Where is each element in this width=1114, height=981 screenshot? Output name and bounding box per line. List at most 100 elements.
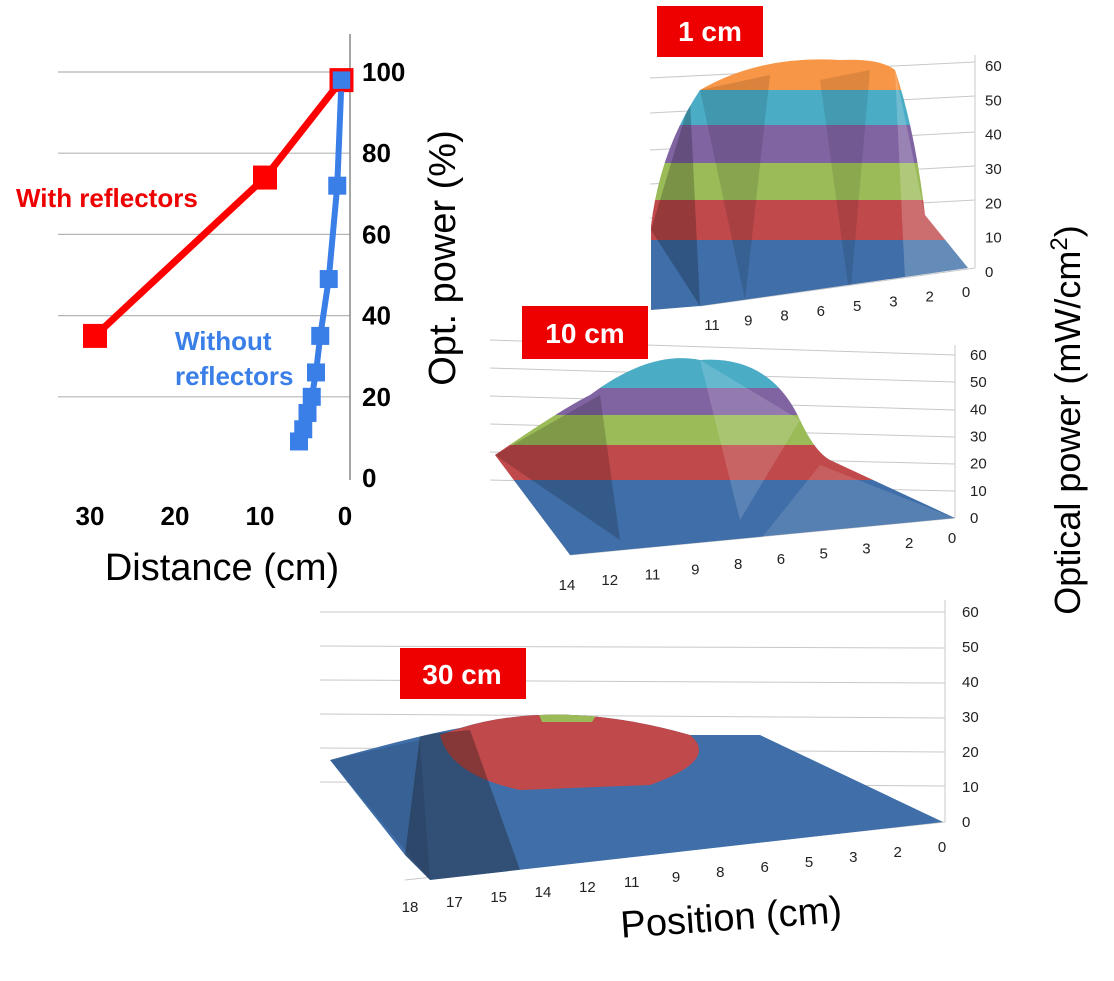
z-tick-50: 50 bbox=[970, 374, 987, 391]
surface-3-body bbox=[330, 714, 943, 880]
surface-3-z-ticks: 0 10 20 30 40 50 60 bbox=[962, 604, 979, 831]
data-point-without-reflectors bbox=[298, 404, 317, 423]
z-tick-60: 60 bbox=[970, 347, 987, 364]
surface-2-z-ticks: 0 10 20 30 40 50 60 bbox=[970, 347, 987, 527]
z-tick-0: 0 bbox=[985, 264, 993, 281]
x-tick-6: 6 bbox=[760, 859, 768, 876]
x-tick-18: 18 bbox=[402, 899, 419, 916]
x-tick-3: 3 bbox=[889, 293, 897, 310]
x-tick-labels: 30 20 10 0 bbox=[76, 501, 353, 531]
x-tick-11: 11 bbox=[704, 317, 720, 334]
z-tick-0: 0 bbox=[962, 814, 970, 831]
surface-1-body bbox=[651, 59, 968, 310]
series-line-without-reflectors bbox=[296, 79, 345, 443]
surface-2-body bbox=[495, 358, 955, 555]
x-tick-5: 5 bbox=[805, 854, 813, 871]
x-tick-8: 8 bbox=[734, 556, 742, 573]
data-point-overlap-outline bbox=[330, 68, 353, 92]
x-tick-8: 8 bbox=[716, 864, 724, 881]
x-tick-30: 30 bbox=[76, 501, 105, 531]
x-tick-3: 3 bbox=[862, 540, 870, 557]
y-tick-labels: 0 20 40 60 80 100 bbox=[362, 57, 405, 493]
y-tick-40: 40 bbox=[362, 301, 391, 331]
y-tick-60: 60 bbox=[362, 219, 391, 249]
badge-1cm bbox=[657, 6, 763, 57]
y-tick-100: 100 bbox=[362, 57, 405, 87]
z-tick-10: 10 bbox=[970, 483, 987, 500]
z-tick-60: 60 bbox=[962, 604, 979, 621]
legend-label-without-reflectors: Without reflectors bbox=[175, 326, 294, 391]
x-tick-11: 11 bbox=[645, 567, 661, 584]
surface-3-x-ticks: 18 17 15 14 12 11 9 8 6 5 3 2 0 bbox=[402, 839, 947, 916]
data-point-without-reflectors bbox=[319, 270, 338, 289]
x-tick-6: 6 bbox=[817, 303, 825, 320]
z-tick-20: 20 bbox=[985, 195, 1002, 212]
x-tick-0: 0 bbox=[962, 284, 970, 301]
x-tick-17: 17 bbox=[446, 894, 463, 911]
legend-label-with-reflectors: With reflectors bbox=[16, 183, 198, 213]
data-point-without-reflectors bbox=[302, 387, 321, 406]
z-tick-50: 50 bbox=[985, 92, 1002, 109]
line-chart-series bbox=[83, 68, 354, 451]
z-tick-30: 30 bbox=[962, 709, 979, 726]
z-tick-20: 20 bbox=[970, 456, 987, 473]
x-tick-9: 9 bbox=[691, 561, 699, 578]
z-tick-60: 60 bbox=[985, 58, 1002, 75]
x-tick-3: 3 bbox=[849, 849, 857, 866]
x-tick-5: 5 bbox=[853, 298, 861, 315]
x-tick-15: 15 bbox=[490, 889, 507, 906]
z-tick-10: 10 bbox=[985, 230, 1002, 247]
x-tick-9: 9 bbox=[744, 312, 752, 329]
x-tick-0: 0 bbox=[338, 501, 352, 531]
position-axis-title: Position (cm) bbox=[619, 889, 843, 946]
x-axis-title: Distance (cm) bbox=[105, 547, 339, 589]
x-tick-11: 11 bbox=[624, 874, 640, 891]
optical-power-axis-title: Optical power (mW/cm2) bbox=[1046, 225, 1089, 614]
x-tick-5: 5 bbox=[819, 546, 827, 563]
z-tick-30: 30 bbox=[985, 161, 1002, 178]
y-tick-80: 80 bbox=[362, 138, 391, 168]
z-tick-50: 50 bbox=[962, 639, 979, 656]
data-point-without-reflectors bbox=[290, 432, 308, 451]
z-tick-40: 40 bbox=[985, 127, 1002, 144]
data-point-without-reflectors bbox=[332, 71, 351, 90]
x-tick-14: 14 bbox=[559, 577, 576, 594]
x-tick-6: 6 bbox=[777, 551, 785, 568]
x-tick-2: 2 bbox=[926, 289, 934, 306]
x-tick-2: 2 bbox=[905, 535, 913, 552]
z-tick-0: 0 bbox=[970, 510, 978, 527]
z-tick-20: 20 bbox=[962, 744, 979, 761]
z-tick-30: 30 bbox=[970, 429, 987, 446]
z-tick-40: 40 bbox=[970, 401, 987, 418]
y-tick-20: 20 bbox=[362, 382, 391, 412]
surface-1-x-ticks: 11 9 8 6 5 3 2 0 bbox=[704, 284, 970, 334]
data-point-with-reflectors bbox=[253, 165, 277, 190]
y-axis-title: Opt. power (%) bbox=[422, 130, 464, 386]
x-tick-2: 2 bbox=[893, 844, 901, 861]
surface-2-x-ticks: 14 12 11 9 8 6 5 3 2 0 bbox=[559, 530, 957, 594]
x-tick-14: 14 bbox=[535, 884, 552, 901]
data-point-without-reflectors bbox=[328, 176, 347, 195]
x-tick-12: 12 bbox=[579, 879, 596, 896]
x-tick-8: 8 bbox=[780, 308, 788, 325]
badge-10cm bbox=[522, 306, 648, 359]
data-point-with-reflectors bbox=[83, 323, 107, 348]
z-tick-40: 40 bbox=[962, 674, 979, 691]
x-tick-12: 12 bbox=[601, 572, 618, 589]
x-tick-0: 0 bbox=[948, 530, 956, 547]
badge-10cm-text: 10 cm bbox=[545, 318, 624, 349]
badge-30cm-text: 30 cm bbox=[422, 659, 501, 690]
x-tick-10: 10 bbox=[246, 501, 275, 531]
surface-1-z-ticks: 0 10 20 30 40 50 60 bbox=[985, 58, 1002, 281]
y-tick-0: 0 bbox=[362, 463, 376, 493]
badge-30cm bbox=[400, 648, 526, 699]
data-point-without-reflectors bbox=[311, 326, 330, 345]
data-point-without-reflectors bbox=[307, 363, 325, 382]
x-tick-20: 20 bbox=[161, 501, 190, 531]
x-tick-9: 9 bbox=[672, 869, 680, 886]
z-tick-10: 10 bbox=[962, 779, 979, 796]
